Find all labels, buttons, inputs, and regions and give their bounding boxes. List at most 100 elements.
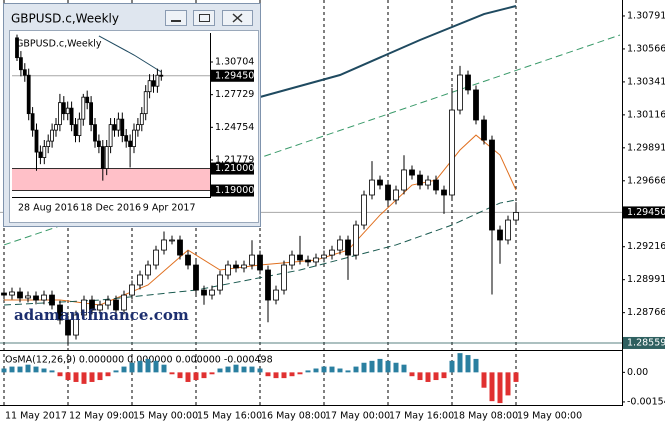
histogram-bar <box>185 372 191 382</box>
y-tick-label: 1.30791 <box>627 10 665 21</box>
x-tick-label: 19 May 00:00 <box>517 411 582 422</box>
x-tick-label: 17 May 16:00 <box>389 411 454 422</box>
candle-body <box>185 254 191 266</box>
histogram-bar <box>257 368 263 373</box>
x-tick-label: 18 Dec 2016 <box>80 203 141 214</box>
histogram-bar <box>9 366 15 373</box>
candle-body <box>155 74 160 87</box>
candle-body <box>137 274 143 286</box>
histogram-bar <box>353 366 359 373</box>
candle-body <box>151 80 156 87</box>
histogram-bar <box>273 372 279 379</box>
candle-body <box>409 169 415 176</box>
histogram-bar <box>289 372 295 377</box>
candle-body <box>112 124 117 131</box>
candle-body <box>481 119 487 141</box>
candle-body <box>457 74 463 111</box>
candle-body <box>193 264 199 291</box>
candle-body <box>147 80 152 93</box>
candle-body <box>81 96 86 120</box>
candle-body <box>113 299 119 311</box>
candle-body <box>513 212 519 221</box>
candle-body <box>15 37 19 59</box>
histogram-bar <box>57 372 63 377</box>
histogram-bar <box>409 372 415 377</box>
histogram-bar <box>169 372 175 375</box>
candle-body <box>69 107 74 126</box>
candle-body <box>89 299 95 311</box>
y-tick-label: 1.24754 <box>215 122 254 133</box>
indicator-title: OsMA(12,26,9) 0.000000 0.000000 0.000000… <box>5 355 273 366</box>
candle-body <box>417 174 423 186</box>
osma-panel: OsMA(12,26,9) 0.000000 0.000000 0.000000… <box>1 353 665 407</box>
histogram-bar <box>233 364 239 373</box>
histogram-bar <box>361 362 367 373</box>
histogram-bar <box>201 372 207 379</box>
candle-body <box>497 229 503 241</box>
restore-button[interactable] <box>193 10 215 26</box>
price-badge <box>211 162 254 175</box>
candle-body <box>124 135 129 142</box>
candle-body <box>377 179 383 186</box>
histogram-bar <box>441 372 447 379</box>
candle-body <box>441 189 447 196</box>
candle-body <box>145 264 151 276</box>
y-tick-label: 1.29216 <box>627 241 665 252</box>
candle-body <box>108 124 113 147</box>
candle-body <box>61 102 66 115</box>
candle-body <box>139 113 144 126</box>
candle-body <box>54 124 58 131</box>
zone <box>12 168 210 191</box>
close-button[interactable] <box>222 10 253 26</box>
indicator-line <box>98 35 162 73</box>
y-tick-label: 1.28766 <box>627 307 665 318</box>
x-tick-label: 17 May 00:00 <box>325 411 390 422</box>
histogram-bar <box>265 372 271 377</box>
candle-body <box>217 274 223 291</box>
y-tick-label: 1.30116 <box>627 109 665 120</box>
candle-body <box>49 294 55 306</box>
price-badge-label: 1.28559 <box>627 337 665 348</box>
candle-body <box>265 269 271 301</box>
y-tick-label: 0.00 <box>627 367 648 378</box>
y-tick-label: 1.29666 <box>627 175 665 186</box>
candle-body <box>209 289 215 296</box>
x-tick-label: 15 May 16:00 <box>197 411 262 422</box>
price-badge <box>623 336 665 349</box>
candle-body <box>121 294 127 311</box>
candle-body <box>73 314 79 336</box>
candle-body <box>46 140 51 147</box>
inset-chart-label: GBPUSD.c,Weekly <box>16 39 102 50</box>
candle-body <box>225 264 231 276</box>
x-tick-label: 9 Apr 2017 <box>143 203 196 214</box>
histogram-bar <box>489 372 495 402</box>
histogram-bar <box>65 372 71 381</box>
candle-body <box>81 299 87 316</box>
histogram-bar <box>241 366 247 373</box>
candle-body <box>289 254 295 266</box>
minimize-button[interactable] <box>165 10 187 26</box>
histogram-bar <box>297 372 303 375</box>
x-tick-label: 18 May 08:00 <box>453 411 518 422</box>
price-badge-label: 1.21000 <box>215 163 254 174</box>
indicator-line <box>3 34 621 246</box>
candle-body <box>26 74 31 115</box>
candle-body <box>105 299 111 306</box>
histogram-bar <box>321 366 327 373</box>
candle-body <box>100 146 105 169</box>
histogram-bar <box>193 372 199 381</box>
candle-body <box>329 249 335 256</box>
histogram-bar <box>465 355 471 373</box>
x-tick-label: 16 May 08:00 <box>261 411 326 422</box>
histogram-bar <box>225 366 231 373</box>
y-tick-label: 1.29891 <box>627 142 665 153</box>
candle-body <box>281 264 287 291</box>
candle-body <box>22 69 27 76</box>
y-tick-label: 1.27729 <box>215 89 254 100</box>
histogram-bar <box>473 358 479 373</box>
candle-body <box>116 118 121 131</box>
histogram-bar <box>89 372 95 382</box>
histogram-bar <box>73 372 79 382</box>
candle-body <box>153 249 159 266</box>
inset-window[interactable]: GBPUSD.c,Weekly 28 Aug 2016 18 Dec 2016 9 … <box>3 3 261 227</box>
